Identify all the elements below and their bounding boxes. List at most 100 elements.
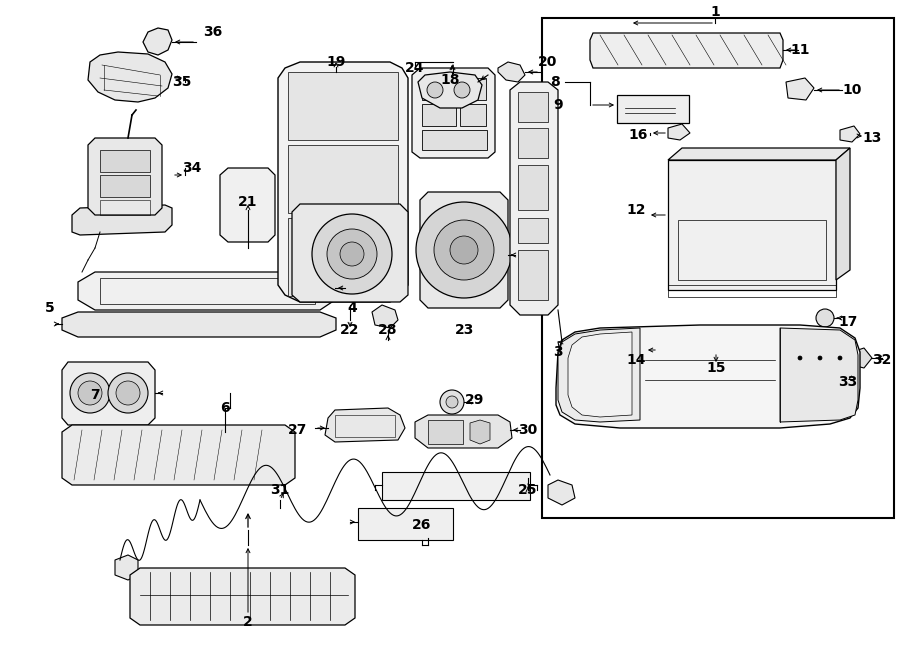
Bar [668, 285, 836, 297]
Polygon shape [372, 305, 398, 328]
Text: 20: 20 [538, 55, 558, 69]
Polygon shape [78, 272, 335, 310]
Bar [335, 415, 395, 437]
Polygon shape [498, 62, 525, 82]
Bar [100, 150, 150, 172]
Polygon shape [420, 192, 508, 308]
Circle shape [818, 356, 822, 360]
Text: 15: 15 [706, 361, 725, 375]
Polygon shape [510, 82, 558, 315]
Polygon shape [412, 68, 495, 158]
Polygon shape [292, 204, 408, 302]
Text: 8: 8 [550, 75, 560, 89]
Polygon shape [62, 362, 155, 425]
Text: 4: 4 [347, 301, 357, 315]
Circle shape [327, 229, 377, 279]
Bar [422, 130, 487, 150]
Text: 2: 2 [243, 615, 253, 629]
Text: 19: 19 [327, 55, 346, 69]
Text: 31: 31 [270, 483, 290, 497]
Text: 16: 16 [628, 128, 648, 142]
Bar [288, 218, 398, 296]
Bar [100, 278, 315, 304]
Bar [668, 160, 836, 290]
Polygon shape [470, 420, 490, 444]
Polygon shape [558, 328, 640, 422]
Text: 26: 26 [412, 518, 432, 532]
Circle shape [340, 242, 364, 266]
Circle shape [108, 373, 148, 413]
Bar [460, 104, 486, 126]
Circle shape [454, 82, 470, 98]
Text: 22: 22 [340, 323, 360, 337]
Text: 1: 1 [710, 5, 720, 19]
Polygon shape [220, 168, 275, 242]
Circle shape [312, 214, 392, 294]
Circle shape [416, 202, 512, 298]
Bar [518, 218, 548, 243]
Bar [422, 104, 456, 126]
Text: 25: 25 [518, 483, 538, 497]
Polygon shape [852, 348, 872, 368]
Text: 11: 11 [790, 43, 810, 57]
Bar [518, 92, 548, 122]
Polygon shape [88, 138, 162, 215]
Polygon shape [72, 205, 172, 235]
Circle shape [816, 309, 834, 327]
Polygon shape [668, 148, 850, 160]
Bar [358, 508, 453, 540]
Polygon shape [415, 415, 512, 448]
Circle shape [446, 396, 458, 408]
Text: 36: 36 [203, 25, 222, 39]
Circle shape [70, 373, 110, 413]
Bar [678, 220, 826, 280]
Text: 28: 28 [378, 323, 398, 337]
Polygon shape [694, 341, 740, 360]
Text: 34: 34 [183, 161, 202, 175]
Bar [382, 472, 530, 500]
Circle shape [427, 82, 443, 98]
Bar [518, 165, 548, 210]
Polygon shape [278, 62, 408, 302]
Bar [288, 72, 398, 140]
Bar [288, 145, 398, 213]
Bar [422, 78, 456, 100]
Polygon shape [130, 568, 355, 625]
Polygon shape [590, 33, 783, 68]
Polygon shape [62, 425, 295, 485]
Polygon shape [668, 124, 690, 140]
Text: 35: 35 [172, 75, 192, 89]
Polygon shape [780, 328, 858, 422]
Polygon shape [786, 78, 814, 100]
Text: 10: 10 [842, 83, 861, 97]
Text: 33: 33 [839, 375, 858, 389]
Text: 9: 9 [554, 98, 562, 112]
Circle shape [798, 356, 802, 360]
Bar [518, 128, 548, 158]
Polygon shape [548, 480, 575, 505]
Text: 13: 13 [862, 131, 882, 145]
Polygon shape [658, 328, 680, 368]
Text: 5: 5 [45, 301, 55, 315]
Polygon shape [556, 325, 860, 428]
Circle shape [838, 356, 842, 360]
Circle shape [116, 381, 140, 405]
Text: 21: 21 [238, 195, 257, 209]
Bar [542, 18, 894, 518]
Bar [617, 95, 689, 123]
Polygon shape [88, 52, 172, 102]
Text: 7: 7 [90, 388, 100, 402]
Text: 18: 18 [440, 73, 460, 87]
Polygon shape [325, 408, 405, 442]
Text: 6: 6 [220, 401, 230, 415]
Text: 17: 17 [838, 315, 858, 329]
Bar [100, 200, 150, 215]
Text: 24: 24 [405, 61, 425, 75]
Bar [428, 420, 463, 444]
Circle shape [440, 390, 464, 414]
Polygon shape [143, 28, 172, 55]
Bar [518, 250, 548, 300]
Polygon shape [830, 368, 852, 388]
Text: 27: 27 [288, 423, 308, 437]
Text: 14: 14 [626, 353, 646, 367]
